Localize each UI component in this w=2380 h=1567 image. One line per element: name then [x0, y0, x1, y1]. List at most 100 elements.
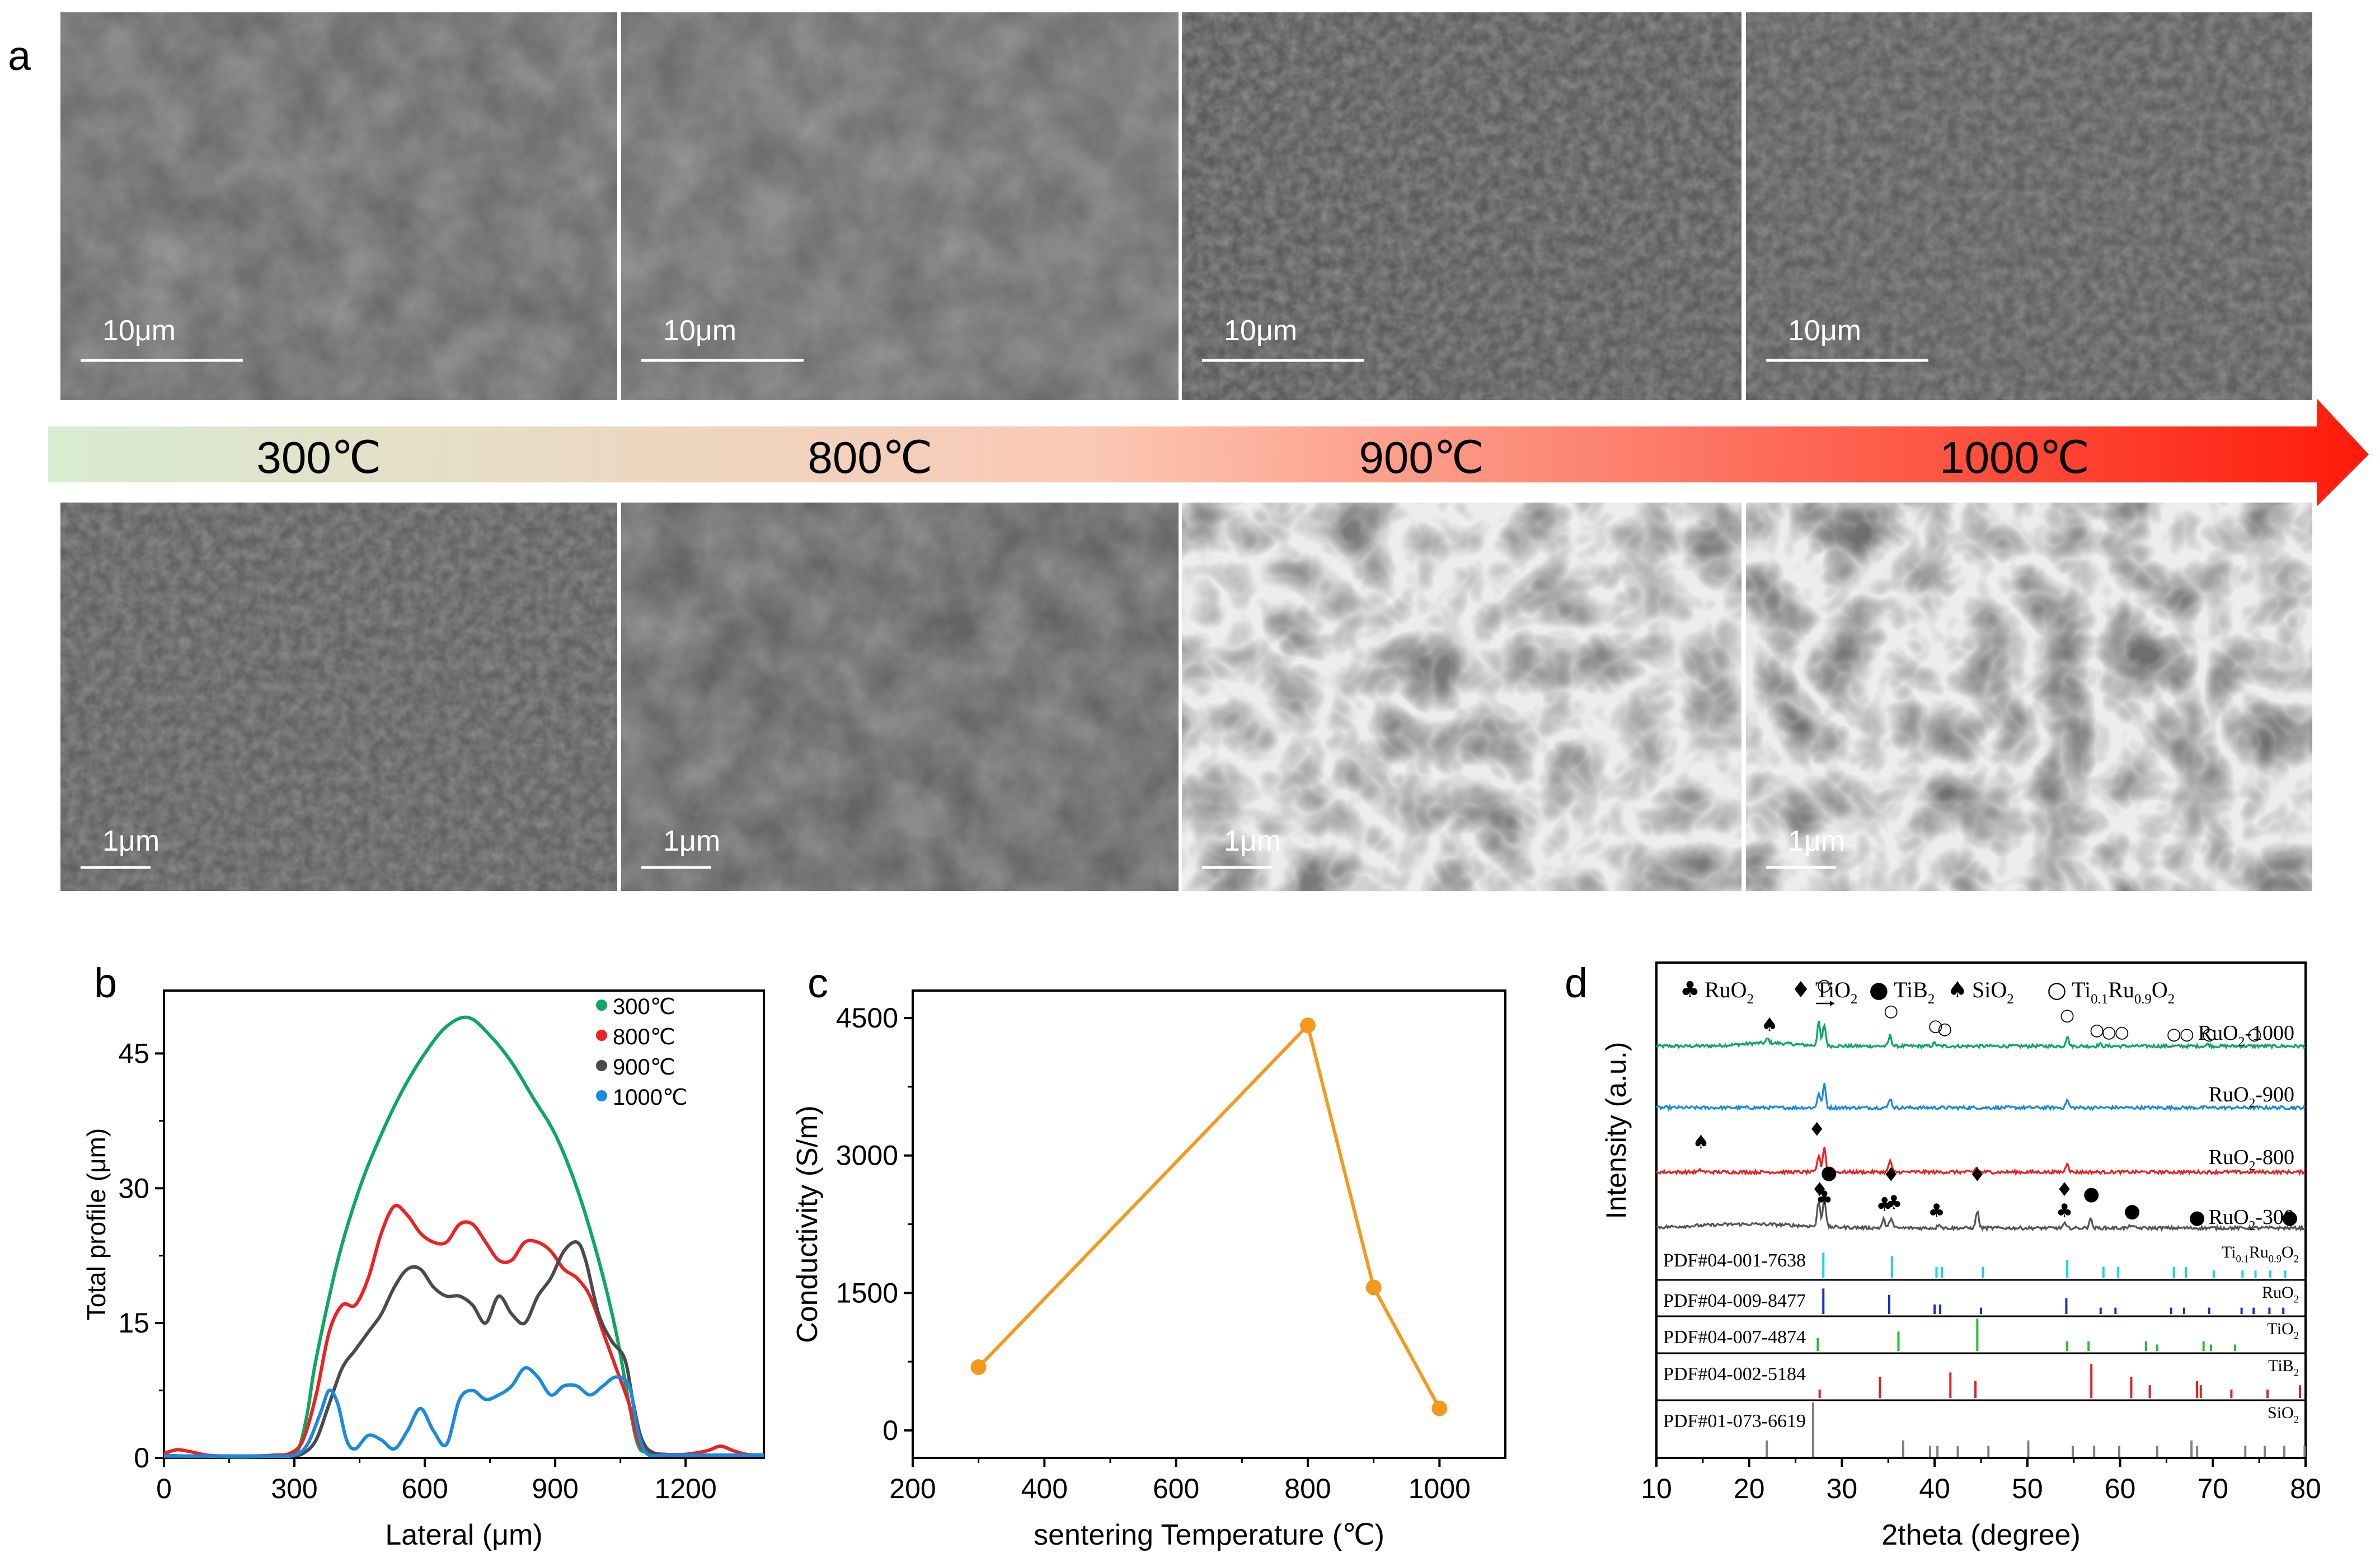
chart-c: 200 400 600 800 1000 0 1500 3000 4500 sentering T…	[791, 989, 1506, 1551]
sem-texture	[60, 503, 617, 891]
legend-label: 300℃	[613, 994, 675, 1019]
phase-marker: ●	[2124, 1200, 2140, 1222]
panel-letter-a: a	[8, 32, 31, 79]
scale-bar-label: 10μm	[1224, 315, 1297, 347]
phase-marker: ○	[2202, 1025, 2217, 1044]
phase-marker: ●	[2189, 1206, 2205, 1228]
temp-label-800: 800℃	[808, 433, 932, 482]
x-tick-label: 900	[532, 1473, 578, 1504]
phase-marker: ●	[2282, 1206, 2298, 1228]
data-point	[1365, 1279, 1382, 1296]
reference-pdf-label: PDF#04-002-5184	[1663, 1364, 1806, 1385]
phase-marker: ●	[1820, 1162, 1837, 1184]
legend-marker	[596, 1030, 607, 1041]
temp-label-1000: 1000℃	[1940, 433, 2090, 482]
y-tick-label: 0	[882, 1415, 898, 1446]
sem-texture	[621, 503, 1179, 891]
legend-symbol: ●	[1869, 977, 1889, 1003]
phase-marker: ○	[1817, 975, 1832, 995]
phase-marker: ♦	[1811, 1179, 1828, 1201]
phase-marker: ♣	[1928, 1200, 1945, 1222]
phase-marker: ●	[2083, 1183, 2100, 1205]
panel-letter-b: b	[94, 960, 117, 1006]
y-tick-label: 1500	[836, 1277, 898, 1308]
scale-bar-label: 1μm	[102, 825, 159, 857]
pattern-label: RuO2-900	[2209, 1083, 2294, 1111]
plot-frame	[912, 989, 1506, 1459]
y-tick-label: 30	[118, 1172, 149, 1204]
x-tick-label: 70	[2197, 1473, 2228, 1504]
panel-letter-d: d	[1565, 960, 1588, 1006]
shift-arrow-head	[1830, 1001, 1835, 1006]
phase-marker: ○	[2060, 1005, 2074, 1025]
phase-marker: ○	[2167, 1025, 2181, 1044]
legend-symbol: ♠	[1947, 977, 1968, 1003]
x-tick-label: 200	[889, 1473, 936, 1504]
x-tick-label: 10	[1641, 1473, 1672, 1504]
legend-marker	[596, 1060, 607, 1071]
legend-label: 1000℃	[613, 1085, 688, 1110]
legend-label: 900℃	[613, 1055, 675, 1080]
pattern-label: RuO2-300	[2209, 1205, 2294, 1233]
legend-symbol: ○	[2047, 977, 2067, 1003]
x-tick-label: 40	[1919, 1473, 1950, 1504]
sem-images: 10μm 10μm 10μm 10μm 1μm 1μm 1μm 1μm	[60, 12, 2312, 891]
legend-label: Ti0.1Ru0.9O2	[2072, 977, 2175, 1007]
phase-marker: ♦	[1969, 1163, 1985, 1186]
phase-marker: ○	[1884, 1001, 1898, 1021]
scale-bar-label: 1μm	[663, 825, 720, 857]
scale-bar-label: 10μm	[1788, 315, 1861, 347]
y-tick-label: 4500	[836, 1002, 898, 1034]
y-axis-label: Total profile (μm)	[82, 1128, 111, 1320]
scale-bar-label: 10μm	[663, 315, 736, 347]
y-tick-label: 15	[118, 1307, 149, 1339]
reference-pdf-label: PDF#04-009-8477	[1663, 1291, 1806, 1311]
phase-marker: ○	[2115, 1022, 2129, 1042]
phase-marker: ○	[2090, 1020, 2104, 1040]
chart-b: 0 300 600 900 1200 0 15 30 45 300℃ 800℃ 900℃ 1000℃ La…	[82, 989, 765, 1551]
reference-phase-label: TiB2	[2268, 1357, 2299, 1378]
sem-texture	[1182, 503, 1741, 891]
scale-bar-label: 10μm	[102, 315, 176, 347]
reference-phase-label: SiO2	[2268, 1404, 2299, 1425]
legend-label: SiO2	[1972, 977, 2014, 1007]
x-axis-label: sentering Temperature (℃)	[1034, 1519, 1384, 1551]
y-axis-label: Conductivity (S/m)	[791, 1105, 824, 1343]
series-line-1000℃	[163, 1366, 764, 1458]
series-line-800℃	[163, 1204, 764, 1458]
x-tick-label: 80	[2290, 1473, 2321, 1504]
x-tick-label: 50	[2012, 1473, 2043, 1504]
temp-label-300: 300℃	[256, 433, 381, 482]
y-tick-label: 45	[118, 1038, 149, 1069]
legend-label: TiO2	[1815, 977, 1857, 1007]
phase-marker: ○	[1928, 1016, 1943, 1035]
sem-texture	[1746, 12, 2312, 400]
phase-marker: ○	[1937, 1019, 1952, 1039]
x-tick-label: 0	[156, 1473, 172, 1504]
x-tick-label: 20	[1734, 1473, 1765, 1504]
phase-marker: ♣	[1876, 1194, 1893, 1216]
series-line-900℃	[163, 1240, 764, 1458]
reference-pdf-label: PDF#04-001-7638	[1663, 1250, 1806, 1271]
legend-label: TiB2	[1894, 977, 1935, 1007]
data-point	[1431, 1400, 1448, 1416]
x-tick-label: 300	[271, 1473, 317, 1504]
panel-letter-c: c	[808, 960, 828, 1006]
legend-symbol: ♣	[1680, 977, 1700, 1003]
data-point	[1300, 1017, 1316, 1034]
xrd-pattern-300	[1656, 1197, 2306, 1232]
x-axis-label: Lateral (μm)	[385, 1519, 542, 1551]
phase-marker: ♠	[1761, 1014, 1778, 1036]
phase-marker: ♣	[1816, 1187, 1833, 1209]
chart-d: 10 20 30 40 50 60 70 80 2theta (degree) Intensity…	[1600, 961, 2321, 1551]
phase-marker: ♠	[1692, 1131, 1709, 1153]
scale-bar-label: 1μm	[1224, 825, 1281, 857]
reference-phase-label: Ti0.1Ru0.9O2	[2222, 1243, 2299, 1265]
reference-phase-label: TiO2	[2267, 1320, 2299, 1341]
plot-frame	[163, 989, 765, 1459]
x-tick-label: 600	[401, 1473, 448, 1504]
pattern-label: RuO2-800	[2209, 1146, 2294, 1174]
x-tick-label: 1200	[655, 1473, 717, 1504]
legend-label: 800℃	[613, 1025, 675, 1049]
